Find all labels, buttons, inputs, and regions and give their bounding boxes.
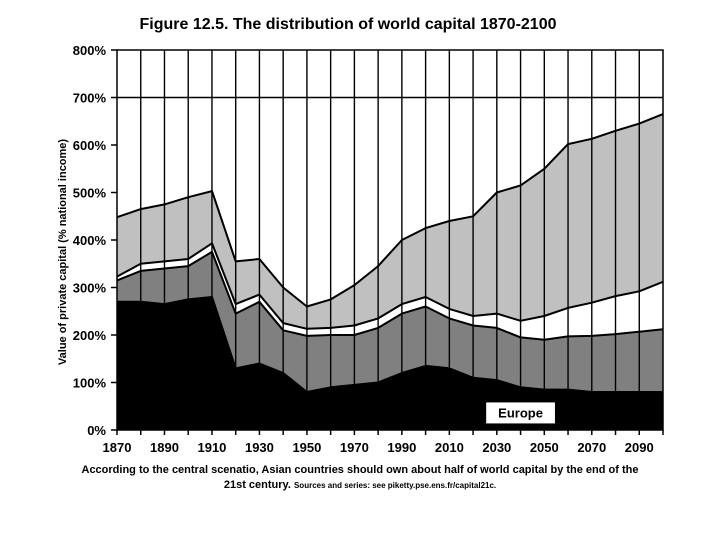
label-box-asia bbox=[435, 0, 488, 6]
caption-line-1: According to the central scenatio, Asian… bbox=[81, 464, 639, 476]
x-tick-label: 1950 bbox=[292, 440, 321, 455]
series-labels: Europe America Africa Asia bbox=[435, 0, 640, 424]
x-tick-label: 2070 bbox=[577, 440, 606, 455]
y-tick-label: 500% bbox=[73, 186, 107, 201]
y-axis-label: Value of private capital (% national inc… bbox=[57, 139, 69, 366]
x-tick-label: 1890 bbox=[150, 440, 179, 455]
caption-sources: Sources and series: see piketty.pse.ens.… bbox=[293, 481, 497, 490]
x-tick-label: 1970 bbox=[340, 440, 369, 455]
y-tick-label: 0% bbox=[87, 423, 106, 438]
x-tick-label: 2090 bbox=[625, 440, 654, 455]
label-europe: Europe bbox=[498, 405, 543, 420]
grid-lines bbox=[117, 50, 663, 430]
label-box-america bbox=[475, 0, 552, 6]
caption-line-2: 21st century. bbox=[223, 479, 291, 491]
x-tick-label: 2010 bbox=[435, 440, 464, 455]
area-europe bbox=[117, 297, 663, 430]
boundary-america bbox=[116, 250, 664, 341]
label-box-africa bbox=[577, 0, 640, 6]
boundary-africa bbox=[116, 242, 664, 330]
y-tick-label: 300% bbox=[73, 281, 107, 296]
chart-title: Figure 12.5. The distribution of world c… bbox=[140, 16, 557, 33]
label-africa: Africa bbox=[590, 0, 628, 3]
axes: 0% 100% 200% 300% 400% 500% 600% 700% 800% 1870 18… bbox=[73, 43, 664, 455]
boundary-europe bbox=[117, 296, 663, 393]
y-tick-label: 200% bbox=[73, 328, 107, 343]
x-tick-label: 2050 bbox=[530, 440, 559, 455]
label-asia: Asia bbox=[447, 0, 475, 3]
label-box-europe bbox=[486, 402, 555, 424]
boundary-asia bbox=[116, 113, 664, 308]
x-tick-label: 2030 bbox=[482, 440, 511, 455]
x-tick-label: 1930 bbox=[245, 440, 274, 455]
area-america bbox=[117, 251, 663, 392]
y-tick-label: 700% bbox=[73, 91, 107, 106]
y-tick-label: 600% bbox=[73, 138, 107, 153]
y-tick-label: 100% bbox=[73, 376, 107, 391]
label-america: America bbox=[488, 0, 540, 3]
x-tick-label: 1910 bbox=[197, 440, 226, 455]
figure-caption: According to the central scenatio, Asian… bbox=[40, 463, 680, 493]
y-tick-label: 800% bbox=[73, 43, 107, 58]
x-tick-label: 1990 bbox=[387, 440, 416, 455]
area-series-group bbox=[116, 113, 664, 430]
x-tick-label: 1870 bbox=[103, 440, 132, 455]
area-asia bbox=[117, 114, 663, 329]
y-tick-label: 400% bbox=[73, 233, 107, 248]
